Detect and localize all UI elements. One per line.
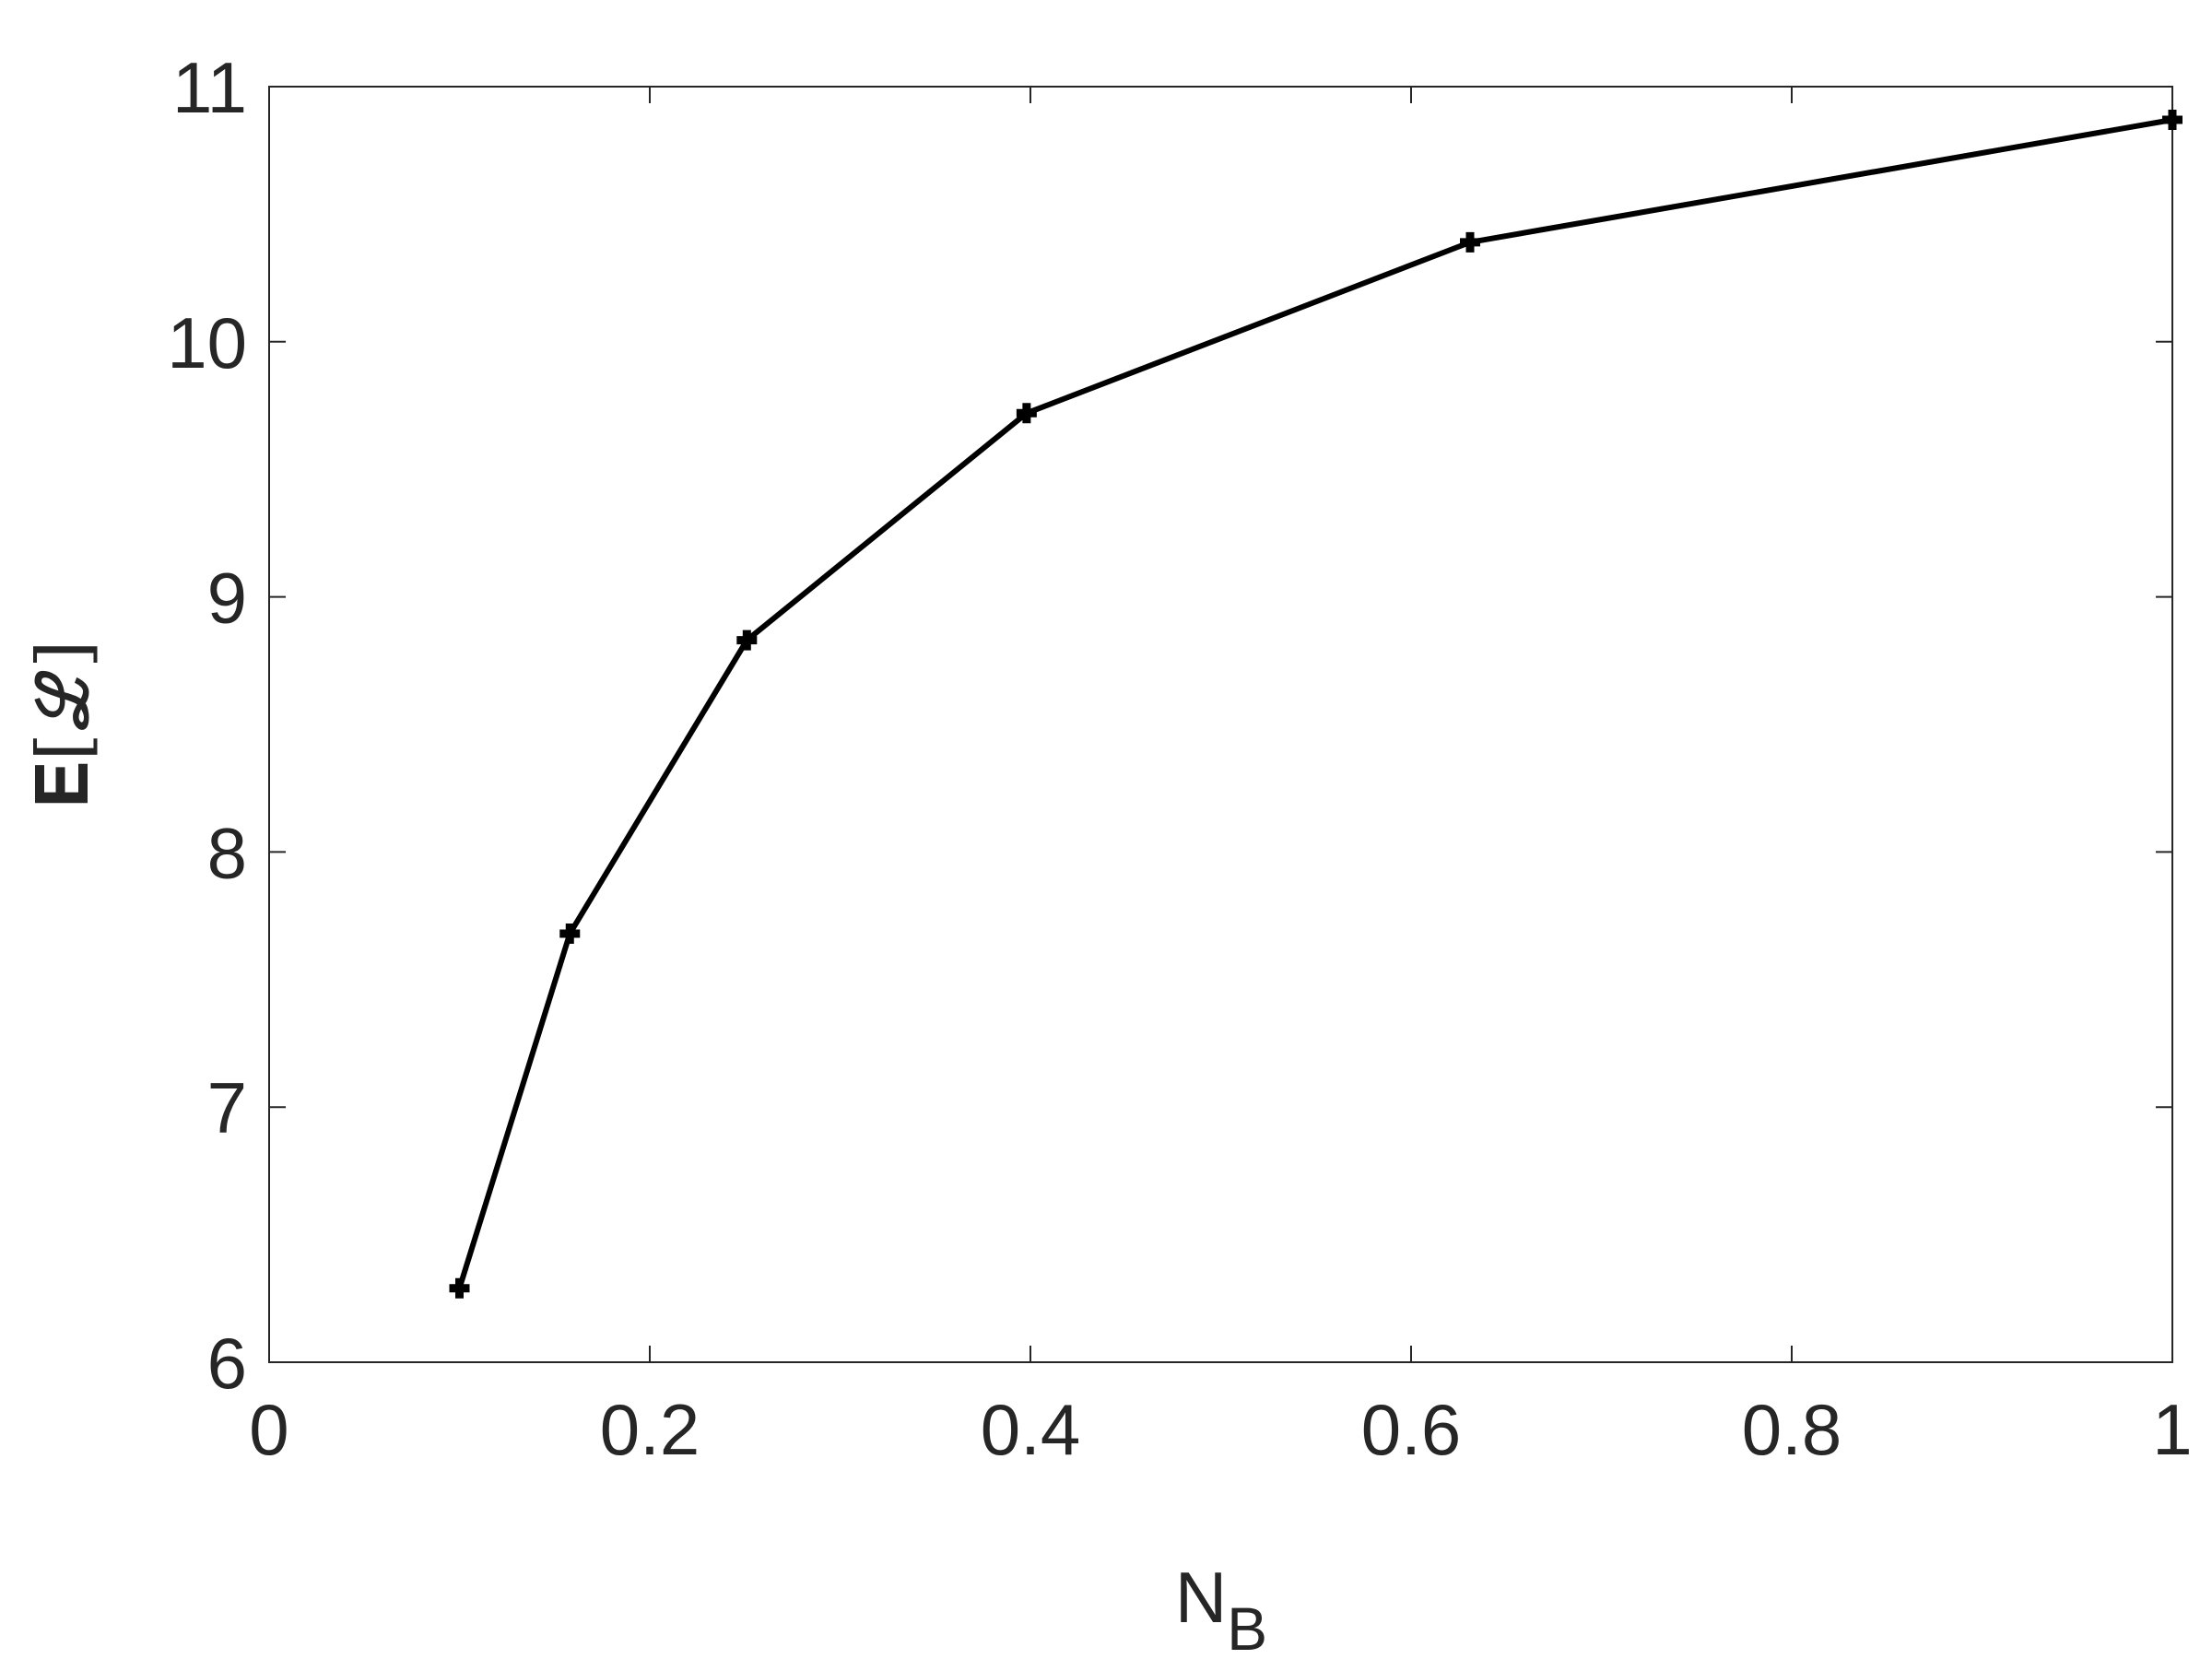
x-axis-label: NB: [1175, 1557, 1267, 1659]
y-tick-label: 9: [207, 558, 247, 639]
y-tick-label: 11: [172, 47, 247, 128]
x-tick-label: 0.6: [1361, 1389, 1461, 1470]
x-tick-label: 1: [2152, 1389, 2192, 1470]
marker: [559, 923, 581, 944]
line: [456, 117, 2173, 1289]
x-tick-label: 0.8: [1742, 1389, 1841, 1470]
marker: [449, 1277, 470, 1299]
marker: [1460, 231, 1481, 253]
y-axis-label: 𝐄[ℒ]: [22, 641, 105, 809]
plot-area: [268, 86, 2173, 1363]
y-tick-label: 10: [167, 302, 247, 383]
x-axis-label-sub: B: [1227, 1594, 1267, 1659]
marker: [736, 629, 758, 651]
marker: [1016, 403, 1037, 424]
x-tick-label: 0.2: [600, 1389, 700, 1470]
x-axis-label-main: N: [1175, 1557, 1227, 1638]
y-tick-label: 6: [207, 1323, 247, 1404]
x-tick-label: 0: [249, 1389, 288, 1470]
y-tick-label: 8: [207, 812, 247, 893]
y-tick-label: 7: [207, 1067, 247, 1148]
x-tick-label: 0.4: [981, 1389, 1080, 1470]
marker: [2162, 109, 2183, 130]
